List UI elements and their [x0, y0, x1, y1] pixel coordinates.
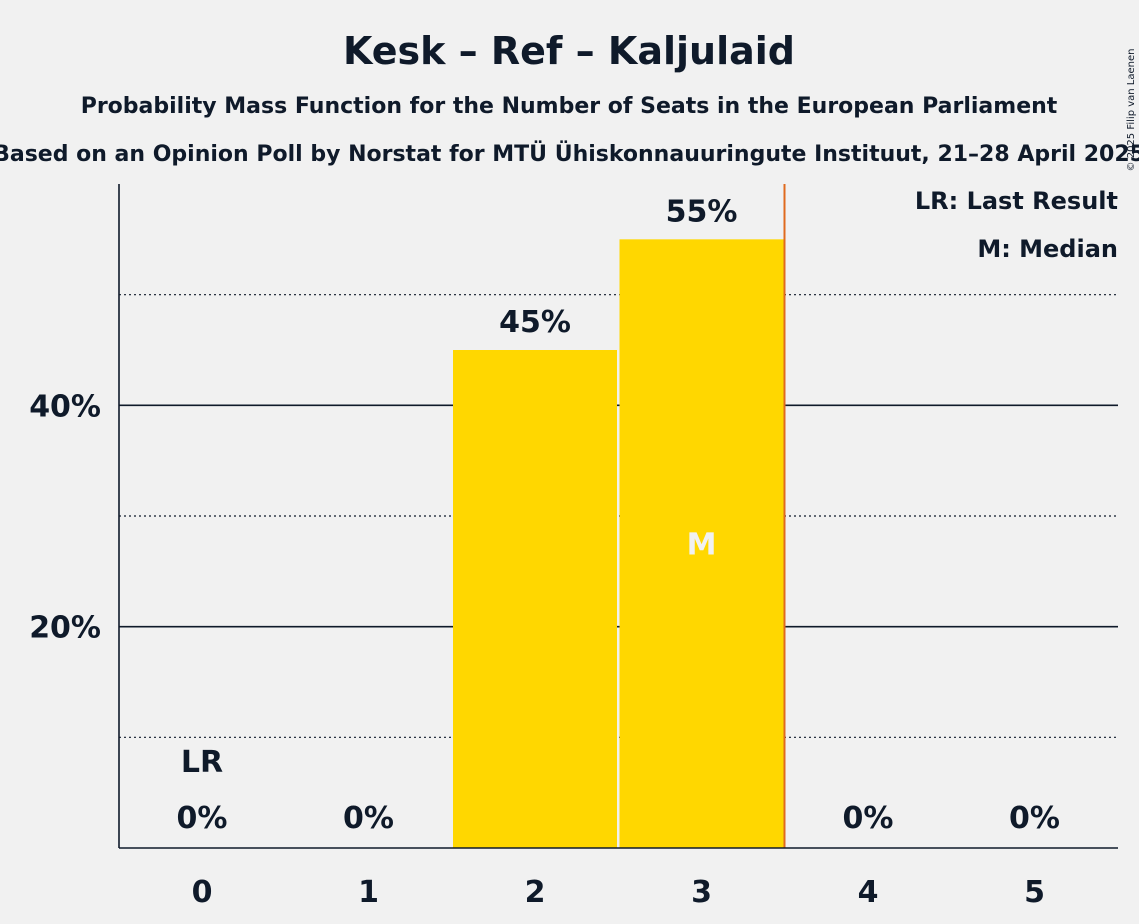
bar-3: [619, 239, 784, 849]
x-tick-label-3: 3: [691, 875, 712, 910]
value-label-1: 0%: [343, 801, 394, 836]
value-label-2: 45%: [499, 305, 571, 340]
value-label-4: 0%: [843, 801, 894, 836]
x-tick-label-5: 5: [1024, 875, 1045, 910]
y-tick-label-0: 20%: [29, 611, 101, 646]
bar-2: [453, 350, 617, 848]
last-result-marker: LR: [181, 745, 223, 780]
copyright: © 2025 Filip van Laenen: [1126, 49, 1137, 172]
value-label-0: 0%: [177, 801, 228, 836]
y-tick-label-1: 40%: [29, 389, 101, 424]
x-tick-label-2: 2: [525, 875, 546, 910]
x-tick-label-0: 0: [192, 875, 213, 910]
legend-entry-1: M: Median: [977, 235, 1118, 263]
value-label-3: 55%: [666, 194, 738, 229]
x-tick-label-4: 4: [858, 875, 879, 910]
chart-subtitle: Probability Mass Function for the Number…: [81, 94, 1058, 119]
x-tick-label-1: 1: [358, 875, 379, 910]
plot-area: 20% 40% 0 1 2 3 4 5 0% 0% 45% 55% 0% 0% LR M LR: Last Re…: [29, 184, 1118, 910]
chart-title: Kesk – Ref – Kaljulaid: [343, 29, 795, 73]
chart-subtitle-source: Based on an Opinion Poll by Norstat for …: [0, 141, 1139, 167]
value-label-5: 0%: [1009, 801, 1060, 836]
legend-entry-0: LR: Last Result: [915, 187, 1118, 215]
median-marker: M: [687, 528, 717, 563]
